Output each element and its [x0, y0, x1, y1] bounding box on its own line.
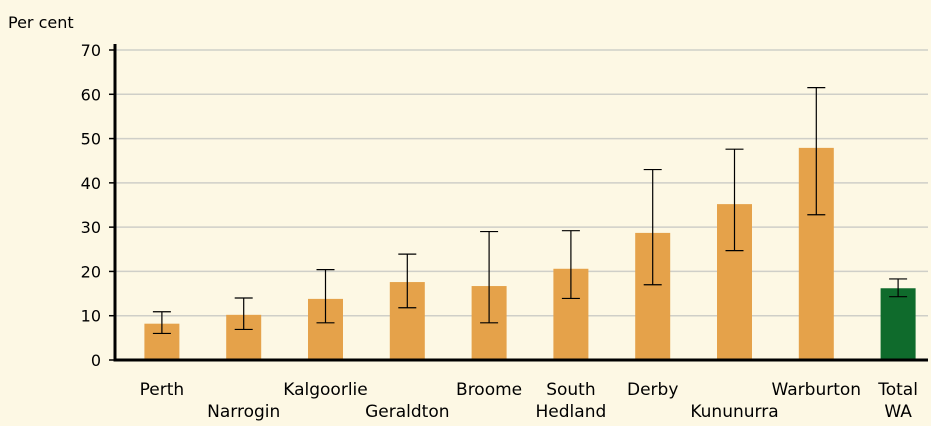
y-tick-label-60: 60	[81, 85, 101, 104]
x-category-label-3-line-0: Geraldton	[365, 402, 449, 422]
x-category-label-0: Perth	[140, 380, 185, 400]
error-bar-2	[316, 269, 335, 324]
error-bar-0	[152, 311, 171, 335]
x-category-label-7: Kununurra	[690, 402, 778, 422]
x-category-label-5-line-1: Hedland	[536, 402, 607, 422]
y-tick-label-10: 10	[81, 307, 101, 326]
y-tick-label-40: 40	[81, 174, 101, 193]
grid-lines	[115, 49, 928, 317]
axes	[109, 44, 928, 362]
error-bars	[152, 87, 908, 335]
x-category-label-8: Warburton	[772, 380, 862, 400]
x-category-label-6: Derby	[627, 380, 678, 400]
y-tick-label-70: 70	[81, 41, 101, 60]
error-bar-5	[561, 230, 580, 300]
error-bar-4	[480, 230, 499, 324]
y-tick-label-20: 20	[81, 262, 101, 281]
bar-9	[880, 288, 916, 360]
x-category-label-7-line-0: Kununurra	[690, 402, 778, 422]
x-category-label-2-line-0: Kalgoorlie	[283, 380, 367, 400]
x-category-label-3: Geraldton	[365, 402, 449, 422]
x-category-label-0-line-0: Perth	[140, 380, 185, 400]
error-bar-6	[643, 168, 662, 286]
error-bar-3	[398, 253, 417, 309]
error-bar-1	[234, 297, 253, 331]
x-category-label-4-line-0: Broome	[456, 380, 522, 400]
x-category-label-9-line-0: Total	[877, 380, 918, 400]
y-axis-label: Per cent	[8, 13, 74, 32]
x-category-label-5-line-0: South	[546, 380, 595, 400]
error-bar-9	[889, 278, 908, 298]
y-tick-label-0: 0	[91, 351, 101, 370]
x-category-label-6-line-0: Derby	[627, 380, 678, 400]
x-category-label-5: South Hedland	[536, 380, 607, 422]
x-category-label-2: Kalgoorlie	[283, 380, 367, 400]
x-category-label-1-line-0: Narrogin	[207, 402, 280, 422]
x-category-label-1: Narrogin	[207, 402, 280, 422]
error-bar-8	[807, 87, 826, 216]
y-tick-label-50: 50	[81, 130, 101, 149]
x-category-label-4: Broome	[456, 380, 522, 400]
y-tick-labels: 0 10 20 30 40 50 60 70	[81, 41, 101, 370]
bars	[144, 147, 916, 360]
y-tick-label-30: 30	[81, 218, 101, 237]
x-category-label-9: Total WA	[877, 380, 918, 422]
x-category-label-8-line-0: Warburton	[772, 380, 862, 400]
x-category-label-9-line-1: WA	[884, 402, 912, 422]
error-bar-7	[725, 148, 744, 252]
